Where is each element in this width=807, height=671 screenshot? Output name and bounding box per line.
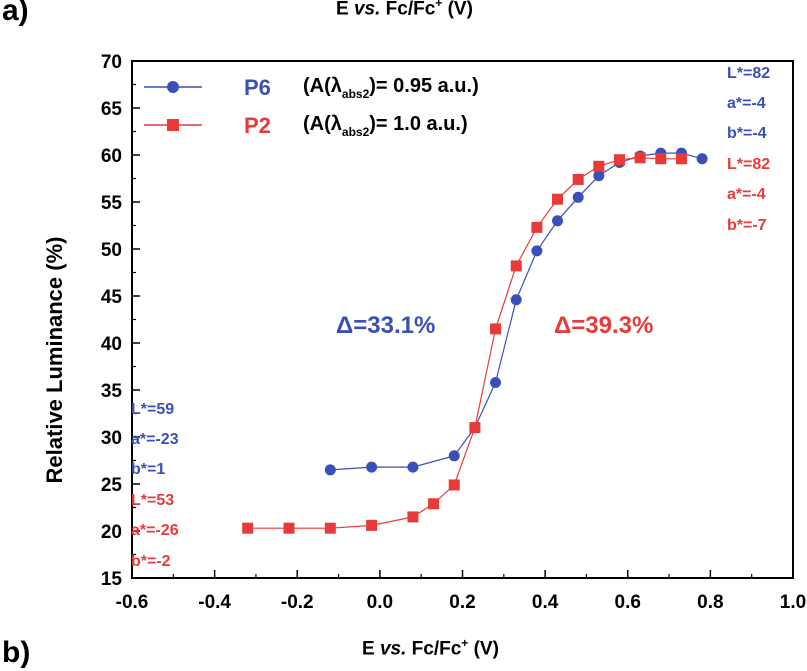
left-p6-b: b*=1 (131, 461, 165, 478)
x-tick-label: 0.0 (367, 592, 393, 613)
data-point-p2 (634, 152, 646, 164)
data-point-p2 (613, 154, 625, 166)
data-point-p2 (593, 160, 605, 172)
data-point-p2 (283, 522, 295, 534)
x-tick-label: 0.2 (449, 592, 475, 613)
right-p6-a: a*=-4 (727, 95, 766, 112)
right-p2-l: L*=82 (727, 156, 770, 173)
legend-name-p2: P2 (244, 113, 271, 138)
color-coords-left: L*=59 a*=-23 b*=1 L*=53 a*=-26 b*=-2 (131, 401, 179, 570)
right-p2-b: b*=-7 (727, 217, 767, 234)
data-point-p6 (366, 461, 378, 473)
y-axis-label: Relative Luminance (%) (42, 237, 67, 484)
data-point-p6 (510, 294, 522, 306)
data-point-p2 (448, 479, 460, 491)
data-point-p2 (242, 522, 254, 534)
panel-label-a: a) (2, 0, 29, 27)
plot-frame (131, 60, 794, 579)
series-layer (242, 147, 708, 534)
series-p2 (242, 152, 687, 534)
data-point-p6 (407, 461, 419, 473)
y-tick-label: 35 (101, 381, 123, 402)
color-coords-right: L*=82 a*=-4 b*=-4 L*=82 a*=-4 b*=-7 (727, 65, 770, 234)
left-p2-b: b*=-2 (131, 553, 171, 570)
top-axis-label: E vs. Fc/Fc+ (V) (336, 0, 473, 20)
left-p6-a: a*=-23 (131, 431, 179, 448)
y-tick-label: 45 (101, 287, 123, 308)
y-tick-label: 70 (101, 52, 122, 73)
x-axis-label: E vs. Fc/Fc+ (V) (362, 636, 499, 660)
y-tick-label: 40 (101, 334, 122, 355)
legend-marker-p6 (167, 81, 179, 93)
y-tick-label: 50 (101, 240, 122, 261)
y-tick-label: 25 (101, 475, 123, 496)
data-point-p2 (407, 511, 419, 523)
right-p2-a: a*=-4 (727, 186, 766, 203)
panel-label-b: b) (2, 636, 31, 669)
y-tick-label: 60 (101, 146, 122, 167)
data-point-p2 (469, 422, 481, 434)
x-tick-label: 0.4 (532, 592, 559, 613)
left-p2-a: a*=-26 (131, 522, 179, 539)
legend-name-p6: P6 (244, 75, 271, 100)
legend: P6 (A(λabs2)= 0.95 a.u.) P2 (A(λabs2)= 1… (144, 75, 479, 139)
data-point-p6 (572, 191, 584, 203)
legend-note-p2: (A(λabs2)= 1.0 a.u.) (303, 113, 468, 139)
right-p6-b: b*=-4 (727, 125, 767, 142)
axes: -0.6 -0.4 -0.2 0.0 0.2 0.4 0.6 0.8 1.0 15 20 25 30 35… (101, 52, 806, 613)
data-point-p2 (490, 323, 502, 335)
data-point-p2 (572, 173, 584, 185)
legend-note-p6: (A(λabs2)= 0.95 a.u.) (303, 75, 479, 101)
y-tick-label: 55 (101, 193, 123, 214)
data-point-p6 (490, 376, 502, 388)
data-point-p6 (552, 215, 564, 227)
delta-annotation-p2: Δ=39.3% (554, 312, 653, 339)
legend-entry-p6: P6 (A(λabs2)= 0.95 a.u.) (144, 75, 479, 101)
data-point-p2 (366, 519, 378, 531)
left-p6-l: L*=59 (131, 401, 174, 418)
series-line-p2 (247, 157, 682, 529)
y-tick-label: 65 (101, 99, 123, 120)
data-point-p2 (324, 522, 336, 534)
data-point-p2 (510, 260, 522, 272)
right-p6-l: L*=82 (727, 65, 770, 82)
y-tick-label: 15 (101, 569, 123, 590)
data-point-p2 (552, 193, 564, 205)
x-tick-label: 0.8 (697, 592, 723, 613)
data-point-p2 (531, 221, 543, 233)
data-point-p6 (324, 464, 336, 476)
y-tick-label: 30 (101, 428, 122, 449)
series-line-p6 (330, 152, 703, 471)
x-tick-label: -0.6 (116, 592, 149, 613)
data-point-p2 (428, 498, 440, 510)
x-tick-label: 0.6 (615, 592, 641, 613)
delta-annotation-p6: Δ=33.1% (336, 312, 435, 339)
legend-entry-p2: P2 (A(λabs2)= 1.0 a.u.) (144, 113, 468, 139)
data-point-p2 (675, 153, 687, 165)
y-tick-label: 20 (101, 522, 122, 543)
x-tick-label: -0.4 (198, 592, 231, 613)
data-point-p6 (531, 245, 543, 257)
data-point-p6 (593, 170, 605, 182)
x-tick-label: -0.2 (281, 592, 314, 613)
data-point-p6 (448, 450, 460, 462)
data-point-p6 (696, 153, 708, 165)
x-tick-label: 1.0 (780, 592, 806, 613)
data-point-p2 (655, 153, 667, 165)
legend-marker-p2 (167, 119, 179, 131)
left-p2-l: L*=53 (131, 492, 174, 509)
